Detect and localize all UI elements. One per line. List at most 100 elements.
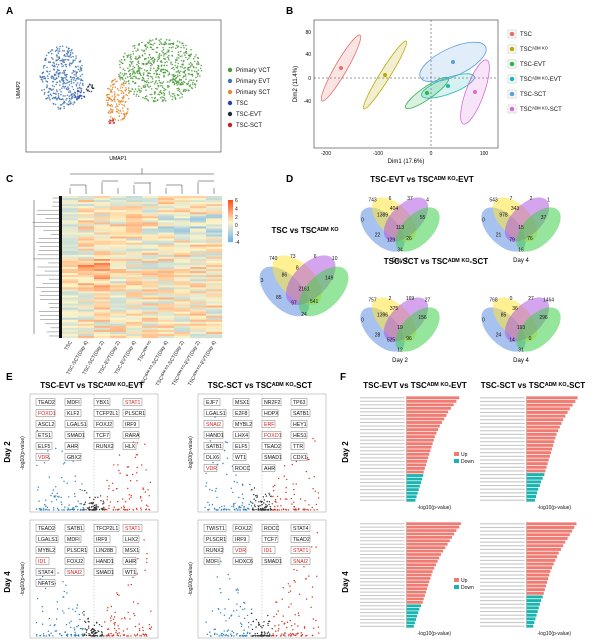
volcano-point <box>227 629 230 631</box>
volcano-point <box>64 631 67 633</box>
umap-point <box>81 73 84 76</box>
heatmap-cell <box>206 291 223 294</box>
umap-point <box>138 55 141 57</box>
color-scale-step <box>228 229 233 232</box>
go-term-label <box>360 557 405 559</box>
umap-point <box>119 75 121 77</box>
go-term-label <box>480 592 525 594</box>
venn-title-main: TSC vs TSCᴬᴰᴹ ᴷᴼ <box>271 226 338 235</box>
heatmap-cell <box>174 252 191 256</box>
volcano-point <box>295 460 298 463</box>
volcano-point <box>237 509 239 511</box>
volcano-point <box>272 633 274 635</box>
volcano-point <box>315 619 317 622</box>
volcano-point <box>61 503 63 506</box>
go-bar-up <box>406 414 447 417</box>
umap-point <box>111 95 113 97</box>
heatmap-cell <box>126 264 143 268</box>
heatmap-cell <box>110 325 127 329</box>
heatmap-cell <box>158 248 175 251</box>
gene-label-box <box>64 557 85 565</box>
volcano-point <box>279 498 282 500</box>
volcano-point <box>88 627 90 629</box>
umap-point <box>165 53 167 55</box>
umap-point <box>129 90 131 92</box>
venn-count: 19 <box>397 325 403 331</box>
heatmap-cell <box>206 319 223 322</box>
go-term-label <box>480 526 525 529</box>
heatmap-cell <box>190 315 207 318</box>
heatmap-cell <box>78 277 95 280</box>
umap-point <box>79 70 81 72</box>
volcano-point <box>225 634 227 636</box>
volcano-point <box>118 594 120 596</box>
volcano-point <box>296 633 299 635</box>
umap-point <box>77 87 79 89</box>
gene-label: NR2F2 <box>264 400 281 406</box>
venn-count: 978 <box>499 213 508 219</box>
umap-point <box>62 50 64 52</box>
volcano-point <box>74 495 76 498</box>
heatmap-cell <box>174 246 191 249</box>
gene-label: SNAI2 <box>67 570 82 576</box>
volcano-point <box>308 504 310 506</box>
umap-point <box>127 67 129 69</box>
volcano-point <box>141 500 143 502</box>
heatmap-cell <box>174 269 191 272</box>
umap-point <box>109 89 112 91</box>
gene-label-box <box>122 398 143 406</box>
volcano-point <box>312 618 315 620</box>
volcano-point <box>235 474 237 476</box>
go-bar-up <box>526 462 548 466</box>
volcano-point <box>300 632 302 634</box>
volcano-point <box>60 496 62 498</box>
go-bar-up <box>526 580 548 584</box>
heatmap-cell <box>158 234 175 237</box>
heatmap-column-label: TSCᴬᴰᴹ ᴷᴼ <box>137 340 154 363</box>
umap-point <box>162 48 165 51</box>
legend-swatch <box>454 459 459 463</box>
volcano-point <box>103 509 106 511</box>
volcano-point <box>55 447 57 450</box>
heatmap-cell <box>94 238 111 241</box>
umap-point <box>129 69 131 71</box>
volcano-point <box>74 610 77 613</box>
heatmap-cell <box>62 216 79 219</box>
volcano-point <box>114 611 116 614</box>
heatmap-cell <box>190 335 207 339</box>
volcano-point <box>140 635 143 637</box>
go-term-label <box>360 598 405 600</box>
umap-point <box>166 56 169 58</box>
heatmap-cell <box>126 275 143 278</box>
heatmap-cell <box>78 331 95 335</box>
umap-point <box>128 92 130 94</box>
volcano-point <box>91 632 94 634</box>
volcano-point <box>97 496 99 498</box>
umap-point <box>106 96 109 98</box>
go-bar-up <box>406 396 460 400</box>
umap-point <box>130 58 132 60</box>
heatmap-cell <box>126 309 143 312</box>
go-term-label <box>480 548 525 550</box>
umap-point <box>124 77 127 80</box>
volcano-point <box>311 596 313 598</box>
heatmap-cell <box>142 277 159 280</box>
heatmap-cell <box>206 333 223 337</box>
umap-point <box>176 57 178 59</box>
volcano-point <box>50 494 52 497</box>
heatmap-cell <box>142 325 159 329</box>
umap-point <box>125 73 128 75</box>
umap-point <box>75 84 78 87</box>
volcano-point <box>240 625 243 628</box>
umap-point <box>123 59 126 61</box>
volcano-point <box>260 625 262 628</box>
umap-point <box>185 78 187 80</box>
heatmap-cell <box>62 283 79 286</box>
gene-label: TWIST1 <box>206 526 225 532</box>
heatmap-cell <box>62 240 79 243</box>
umap-point <box>149 56 152 59</box>
volcano-point <box>316 532 318 534</box>
heatmap-cell <box>190 242 207 245</box>
umap-point <box>59 81 61 83</box>
heatmap-cell <box>142 198 159 201</box>
